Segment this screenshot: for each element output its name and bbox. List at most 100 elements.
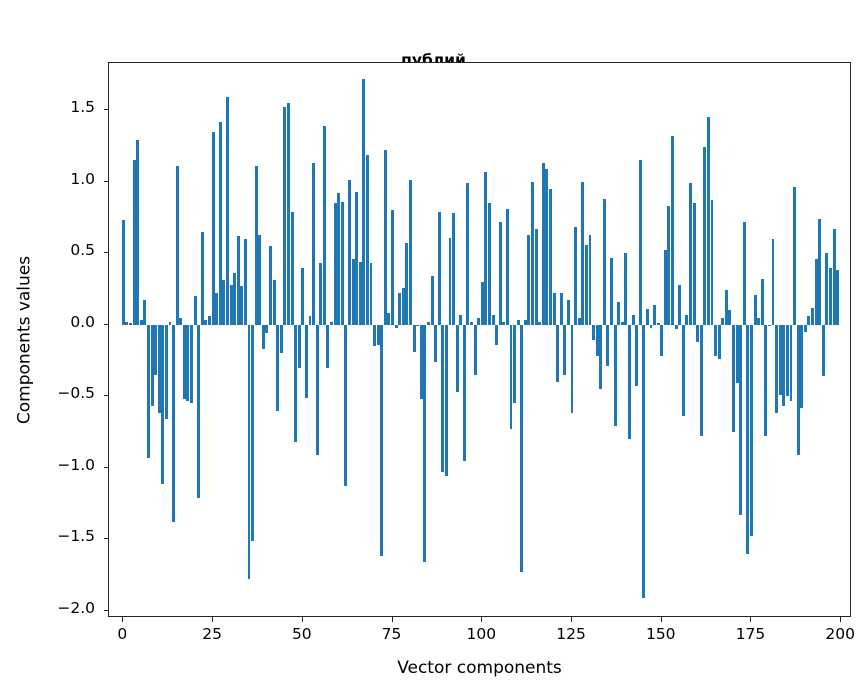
bar	[308, 316, 312, 325]
bar	[760, 278, 764, 325]
bar	[592, 324, 596, 341]
bar	[735, 324, 739, 384]
bar	[470, 321, 473, 325]
bar	[215, 293, 219, 325]
x-tick-label: 175	[735, 625, 766, 643]
bar	[452, 213, 456, 325]
bar	[836, 270, 840, 325]
bar	[649, 324, 653, 328]
bar	[703, 147, 707, 325]
bar	[319, 263, 323, 325]
y-axis-label: Components values	[14, 255, 35, 425]
bar	[710, 200, 714, 325]
bar	[459, 314, 463, 325]
bar	[132, 160, 136, 325]
bar	[426, 321, 430, 325]
bar	[566, 300, 570, 325]
bar	[419, 324, 423, 400]
bar	[261, 324, 265, 350]
bar	[136, 140, 140, 325]
bar	[423, 324, 427, 563]
y-tick-mark	[104, 466, 109, 468]
plot-area	[109, 63, 850, 616]
bar	[828, 267, 832, 325]
x-tick-label: 100	[466, 625, 497, 643]
bar	[818, 218, 822, 325]
y-tick-mark	[104, 252, 109, 254]
x-tick-mark	[301, 617, 303, 622]
bar	[218, 121, 222, 325]
x-tick-label: 25	[202, 625, 222, 643]
bar	[617, 301, 621, 325]
bar	[258, 234, 262, 325]
bar	[732, 324, 736, 433]
x-tick-mark	[122, 617, 124, 622]
bar	[563, 324, 567, 375]
bar	[821, 324, 825, 377]
y-tick-mark	[104, 323, 109, 325]
bar	[294, 324, 298, 443]
bar	[376, 324, 380, 345]
bar	[803, 324, 807, 332]
bar	[351, 258, 355, 325]
bar	[204, 320, 208, 325]
bar	[337, 193, 341, 325]
bar	[193, 296, 197, 325]
bar	[577, 317, 581, 325]
x-tick-label: 125	[556, 625, 586, 643]
bar	[796, 324, 800, 455]
bar	[333, 203, 337, 325]
bar	[527, 234, 531, 325]
bar	[689, 183, 692, 325]
bar	[724, 290, 728, 325]
bar	[742, 221, 746, 325]
bar	[800, 324, 804, 408]
bar	[681, 324, 685, 417]
bar	[793, 187, 797, 325]
bar	[225, 97, 229, 325]
bar	[789, 324, 793, 401]
bar	[186, 324, 190, 401]
bar	[322, 125, 326, 325]
bar	[667, 206, 671, 325]
bar	[581, 181, 585, 325]
bar	[764, 324, 768, 437]
bar	[412, 324, 416, 352]
bar	[480, 281, 484, 325]
x-tick-mark	[571, 617, 573, 622]
bar	[516, 320, 520, 325]
bar	[448, 237, 452, 325]
bar	[538, 321, 542, 325]
bar	[574, 227, 578, 325]
bar	[671, 135, 674, 325]
bar	[606, 324, 610, 367]
bar	[656, 323, 660, 325]
bar	[814, 258, 818, 325]
bar	[513, 324, 517, 404]
bar	[631, 314, 635, 325]
bar	[549, 188, 552, 325]
bar	[340, 201, 344, 325]
bar	[398, 293, 402, 325]
bar	[599, 324, 603, 390]
y-tick-mark	[104, 395, 109, 397]
bar	[247, 324, 251, 580]
bar	[556, 324, 560, 382]
bar	[150, 324, 154, 407]
y-tick-label: 1.5	[70, 98, 95, 117]
bar	[240, 286, 244, 325]
bar	[466, 183, 470, 325]
bar	[541, 163, 545, 325]
bar	[717, 324, 721, 360]
bar	[276, 324, 280, 411]
bar	[211, 131, 215, 325]
bar	[721, 317, 725, 325]
bar	[771, 238, 775, 325]
bar	[455, 324, 459, 392]
bar	[175, 165, 179, 325]
y-tick-label: 0.5	[70, 241, 95, 260]
bar	[462, 324, 466, 461]
bar	[279, 324, 283, 354]
bar	[348, 180, 351, 325]
y-tick-label: −2.0	[57, 598, 95, 617]
